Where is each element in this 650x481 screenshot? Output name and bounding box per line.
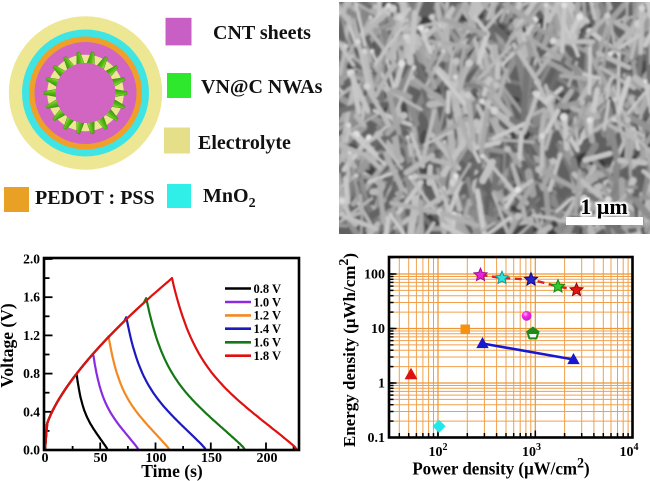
svg-text:150: 150 bbox=[201, 451, 222, 466]
svg-text:104: 104 bbox=[620, 442, 639, 460]
svg-text:1 μm: 1 μm bbox=[580, 194, 627, 219]
svg-text:0: 0 bbox=[42, 451, 49, 466]
svg-text:10: 10 bbox=[371, 322, 385, 337]
svg-text:1 μm: 1 μm bbox=[580, 194, 627, 219]
svg-text:100: 100 bbox=[146, 451, 167, 466]
svg-text:1.6: 1.6 bbox=[23, 290, 40, 305]
svg-text:50: 50 bbox=[94, 451, 108, 466]
svg-text:1.8 V: 1.8 V bbox=[254, 349, 282, 363]
svg-text:Time (s): Time (s) bbox=[141, 461, 203, 481]
svg-text:1.2 V: 1.2 V bbox=[254, 309, 282, 323]
svg-text:Energy density (μWh/cm2): Energy density (μWh/cm2) bbox=[337, 253, 359, 447]
svg-text:103: 103 bbox=[522, 442, 541, 460]
svg-text:0.8 V: 0.8 V bbox=[254, 282, 282, 296]
svg-text:1.4 V: 1.4 V bbox=[254, 322, 282, 336]
svg-text:1.2: 1.2 bbox=[23, 328, 40, 343]
svg-text:Voltage (V): Voltage (V) bbox=[0, 303, 17, 388]
svg-text:0.8: 0.8 bbox=[23, 366, 40, 381]
svg-text:102: 102 bbox=[429, 442, 448, 460]
svg-text:200: 200 bbox=[257, 451, 278, 466]
svg-text:Power density (μW/cm2): Power density (μW/cm2) bbox=[412, 455, 589, 478]
svg-text:1.6 V: 1.6 V bbox=[254, 336, 282, 350]
svg-text:100: 100 bbox=[364, 268, 385, 283]
svg-text:0.1: 0.1 bbox=[368, 431, 386, 446]
svg-text:0.0: 0.0 bbox=[23, 443, 40, 458]
svg-text:1: 1 bbox=[378, 377, 385, 392]
svg-text:0.4: 0.4 bbox=[23, 404, 40, 419]
svg-text:1.0 V: 1.0 V bbox=[254, 295, 282, 309]
svg-text:2.0: 2.0 bbox=[23, 252, 40, 267]
